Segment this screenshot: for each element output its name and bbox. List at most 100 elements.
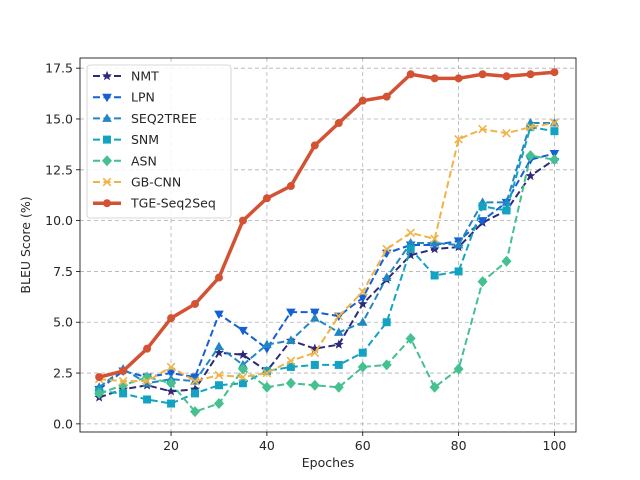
data-point <box>143 344 152 353</box>
data-point <box>166 386 176 396</box>
legend: NMT LPN SEQ2TREE SNM ASN GB-CNN TGE-Seq2Seq <box>86 64 232 219</box>
data-point <box>358 348 367 357</box>
legend-item: TGE-Seq2Seq <box>93 196 216 211</box>
data-point <box>333 339 344 349</box>
y-tick-label: 5.0 <box>53 315 73 330</box>
y-tick-label: 10.0 <box>45 213 73 228</box>
data-point <box>357 298 368 309</box>
data-point <box>214 341 224 351</box>
legend-item: LPN <box>93 90 155 105</box>
data-point <box>405 249 416 260</box>
data-point <box>357 317 368 326</box>
data-point <box>238 379 247 388</box>
data-point <box>429 381 440 393</box>
data-point <box>142 371 153 383</box>
legend-item: NMT <box>93 69 159 84</box>
data-point <box>166 362 176 372</box>
data-point <box>357 361 368 373</box>
x-tick-label: 100 <box>543 438 567 453</box>
data-point <box>119 389 128 398</box>
legend-box <box>86 64 232 219</box>
data-point <box>118 376 128 386</box>
data-point <box>191 299 200 308</box>
data-point <box>333 381 344 393</box>
data-point <box>166 377 177 389</box>
data-point <box>334 119 343 128</box>
data-point <box>406 228 416 238</box>
data-point <box>550 127 559 136</box>
legend-label: ASN <box>131 153 157 168</box>
data-point <box>143 395 152 404</box>
data-point <box>95 373 104 382</box>
data-point <box>286 362 295 371</box>
data-point <box>382 318 391 327</box>
data-point <box>430 234 439 244</box>
data-point <box>381 359 392 371</box>
legend-label: TGE-Seq2Seq <box>130 196 216 211</box>
legend-item: ASN <box>93 153 157 168</box>
data-point <box>237 349 248 359</box>
data-point <box>238 372 248 382</box>
y-tick-label: 15.0 <box>45 111 73 126</box>
series-snm <box>95 123 559 408</box>
legend-label: SEQ2TREE <box>131 111 197 126</box>
data-point <box>262 367 271 376</box>
legend-marker <box>102 177 112 187</box>
data-point <box>190 376 200 386</box>
series-line <box>98 152 555 391</box>
data-point <box>286 335 296 345</box>
y-tick-label: 17.5 <box>45 61 73 76</box>
data-point <box>334 311 344 321</box>
data-point <box>310 348 320 358</box>
data-point <box>238 326 248 336</box>
data-point <box>333 327 344 336</box>
data-point <box>167 399 176 408</box>
data-point <box>358 96 367 105</box>
data-point <box>190 406 201 418</box>
y-tick-label: 2.5 <box>53 366 73 381</box>
data-point <box>310 308 320 318</box>
data-point <box>191 389 200 398</box>
y-axis-label: BLEU Score (%) <box>18 196 33 293</box>
data-point <box>550 118 559 128</box>
legend-marker <box>103 199 111 208</box>
data-point <box>526 122 535 132</box>
data-point <box>358 287 368 297</box>
data-point <box>454 267 463 276</box>
data-point <box>214 370 224 380</box>
plot-frame <box>79 57 577 433</box>
data-point <box>261 381 272 393</box>
data-point <box>357 294 368 303</box>
data-point <box>309 379 320 391</box>
data-point <box>118 379 129 391</box>
legend-label: GB-CNN <box>131 175 181 190</box>
data-point <box>406 70 415 79</box>
data-point <box>453 363 464 375</box>
data-point <box>213 398 224 410</box>
data-point <box>478 124 487 134</box>
data-point <box>478 70 487 79</box>
data-point <box>405 237 416 247</box>
y-tick-label: 0.0 <box>53 416 73 431</box>
data-point <box>429 237 440 247</box>
data-point <box>310 141 319 150</box>
x-tick-label: 20 <box>163 438 179 453</box>
legend-label: NMT <box>131 69 159 84</box>
data-point <box>94 387 105 399</box>
data-point <box>453 240 464 249</box>
y-axis: 0.0 2.5 5.0 7.5 10.0 12.5 15.0 17.5 <box>45 61 80 431</box>
data-point <box>502 72 511 81</box>
y-tick-label: 12.5 <box>45 162 73 177</box>
data-point <box>477 217 488 226</box>
data-point <box>190 384 200 394</box>
data-point <box>167 314 176 323</box>
data-point <box>477 276 488 288</box>
data-point <box>237 363 248 375</box>
data-point <box>454 74 463 83</box>
data-point <box>406 245 415 254</box>
data-point <box>525 150 536 162</box>
series-tge-seq2seq <box>95 68 559 382</box>
data-point <box>310 313 320 322</box>
legend-marker <box>102 93 112 103</box>
series-line <box>98 70 555 379</box>
